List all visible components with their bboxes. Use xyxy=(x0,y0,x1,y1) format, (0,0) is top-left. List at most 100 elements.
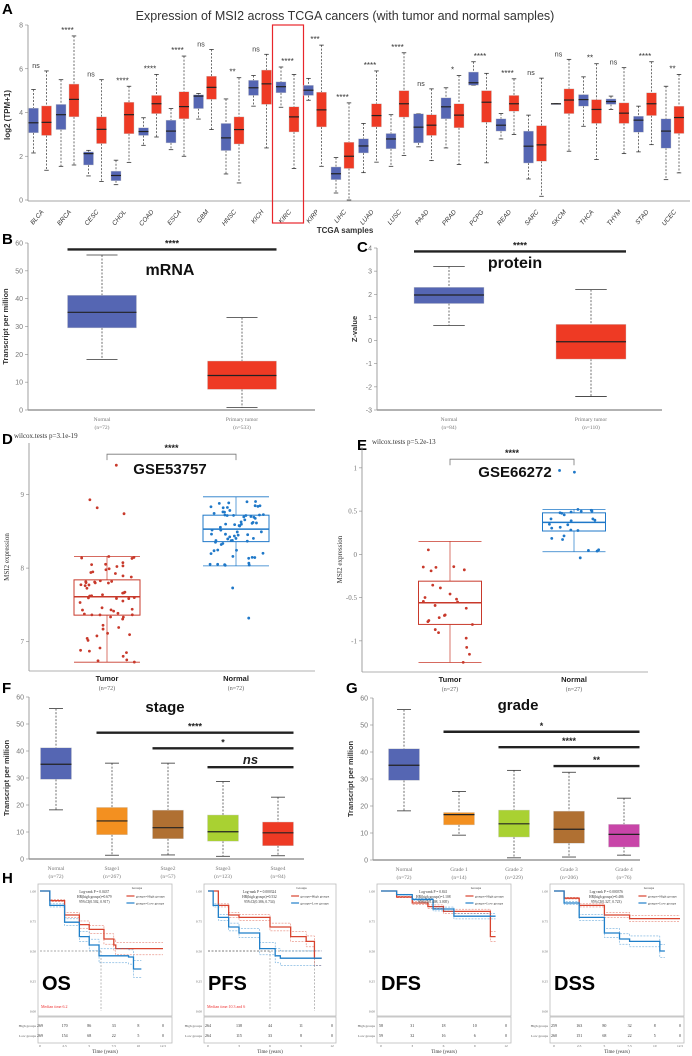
normal-box xyxy=(633,116,644,133)
risk-high-count: 10 xyxy=(473,1023,477,1028)
box-grade-1: Grade 1(n=14) xyxy=(443,791,475,881)
data-point xyxy=(86,638,90,642)
km-plot-title: OS xyxy=(42,973,71,995)
box-box xyxy=(207,814,239,842)
y-tick-label: 1.00 xyxy=(30,890,36,894)
risk-low-count: 33 xyxy=(268,1033,272,1038)
significance-label: **** xyxy=(116,76,128,85)
x-tick-label: HNSC xyxy=(221,209,238,228)
significance-label: **** xyxy=(164,443,179,453)
x-tick-label: 9 xyxy=(300,1044,302,1048)
risk-low-count: 0 xyxy=(162,1033,164,1038)
data-point xyxy=(443,614,446,617)
data-point xyxy=(214,539,218,542)
box-stage4: Stage4(n=84) xyxy=(262,796,294,880)
y-tick-label: 50 xyxy=(16,722,24,729)
y-tick-label: 10 xyxy=(360,831,368,838)
tumor-box xyxy=(673,105,685,134)
y-tick-label: 7 xyxy=(21,638,25,646)
data-point xyxy=(110,580,114,583)
data-point xyxy=(98,579,102,583)
y-tick-label: 0.75 xyxy=(542,920,548,924)
normal-box xyxy=(83,151,94,166)
risk-high-count: 8 xyxy=(654,1023,656,1028)
data-point xyxy=(593,518,597,522)
data-point xyxy=(218,525,222,529)
km-stat: Log-rank P = 0.000324 xyxy=(243,890,277,894)
data-point xyxy=(81,608,84,612)
box-box xyxy=(553,810,585,844)
y-axis-label: MSI2 expression xyxy=(3,533,11,581)
data-point xyxy=(423,596,427,599)
outlier-point xyxy=(573,470,576,474)
box-box xyxy=(608,824,640,848)
risk-high-count: 0 xyxy=(505,1023,507,1028)
y-tick-label: 9 xyxy=(21,491,25,499)
high-group-curve xyxy=(40,890,163,950)
data-point xyxy=(216,548,220,552)
data-point xyxy=(261,513,265,517)
test-label: wilcox.tests p=3.1e-19 xyxy=(14,432,78,440)
data-point xyxy=(434,565,438,569)
tumor-box xyxy=(591,99,602,124)
data-point xyxy=(106,631,109,635)
data-point xyxy=(129,575,133,579)
group-read: **** READ xyxy=(495,69,520,228)
normal-box xyxy=(413,113,424,144)
data-point xyxy=(225,514,229,517)
risk-high-count: 58 xyxy=(379,1023,383,1028)
data-point xyxy=(245,539,249,543)
box-normal: Normal(n=72) xyxy=(67,254,137,431)
data-point xyxy=(258,504,262,508)
risk-high-count: 32 xyxy=(628,1023,632,1028)
group-chol: **** CHOL xyxy=(110,76,135,227)
high-ci-lower xyxy=(40,890,163,956)
group-kirp: *** KIRP xyxy=(303,35,327,225)
y-tick-label: 60 xyxy=(15,241,23,248)
data-point xyxy=(107,581,110,585)
data-point xyxy=(231,554,235,558)
x-tick-label: 12 xyxy=(330,1044,334,1048)
y-tick-label: 60 xyxy=(16,695,24,702)
data-point xyxy=(247,563,251,567)
high-group-curve xyxy=(381,890,496,938)
group-paad: ns PAAD xyxy=(413,81,437,226)
risk-low-count: 5 xyxy=(137,1033,139,1038)
x-tick-count: (n=206) xyxy=(560,874,578,881)
data-point xyxy=(261,551,265,555)
panel-title: grade xyxy=(498,697,539,714)
km-stat: HR(high groups)=1.108 xyxy=(416,895,451,899)
box-stage3: Stage3(n=123) xyxy=(207,781,239,880)
km-plot-title: DFS xyxy=(381,973,421,995)
box-normal: Normal (n=27) xyxy=(542,469,606,693)
box-box xyxy=(67,295,137,329)
data-point xyxy=(93,580,97,584)
x-tick-count: (n=72) xyxy=(94,424,109,431)
data-point xyxy=(246,533,250,537)
normal-box xyxy=(578,94,589,107)
tumor-box xyxy=(453,103,465,129)
y-tick-label: 0.25 xyxy=(369,980,375,984)
median-time-label: Median time:10.3 and 6 xyxy=(207,1004,245,1009)
data-point xyxy=(239,520,243,524)
panel-title: GSE53757 xyxy=(133,461,206,478)
low-ci-upper xyxy=(554,890,665,945)
data-point xyxy=(561,538,564,541)
low-ci-upper xyxy=(40,890,142,961)
data-point xyxy=(221,506,225,510)
km-plot-os: 0.000.250.500.751.00 Log-rank P = 0.0437H… xyxy=(19,883,173,1055)
y-tick-label: 0 xyxy=(19,408,23,415)
panel-letter: D xyxy=(2,431,13,448)
panel-c-chart: -3-2-101234Z-valueproteinNormal(n=84)Pri… xyxy=(350,240,662,431)
data-point xyxy=(433,628,437,631)
panel-d-chart: 7 8 9 MSI2 expression GSE53757 wilcox.tests p… xyxy=(3,432,315,692)
data-point xyxy=(210,528,214,532)
risk-high-count: 11 xyxy=(299,1023,303,1028)
low-ci-lower xyxy=(208,890,322,966)
x-tick-label: READ xyxy=(496,209,513,228)
risk-row-label: High groups xyxy=(531,1024,549,1028)
risk-high-count: 170 xyxy=(62,1023,68,1028)
data-point xyxy=(558,525,562,529)
outlier-point xyxy=(114,463,118,467)
risk-high-count: 0 xyxy=(679,1023,681,1028)
